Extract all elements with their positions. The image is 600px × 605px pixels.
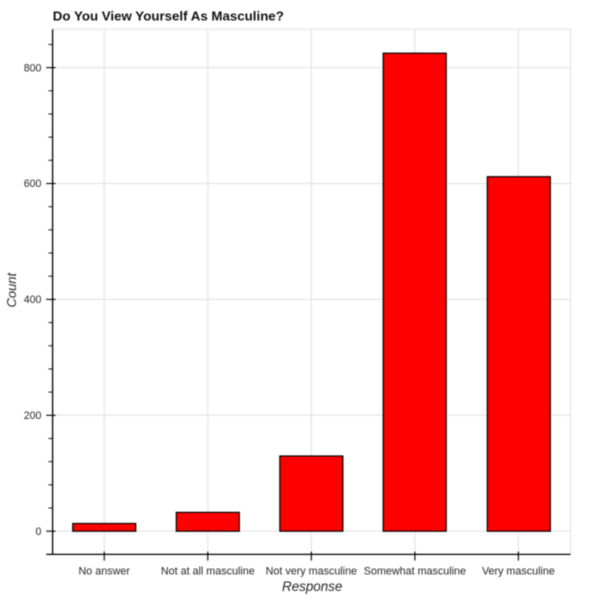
svg-text:Response: Response: [282, 579, 342, 594]
svg-text:200: 200: [24, 410, 42, 422]
svg-text:Not at all masculine: Not at all masculine: [161, 566, 255, 578]
svg-text:Do You View Yourself As Mascul: Do You View Yourself As Masculine?: [53, 9, 284, 24]
svg-text:No answer: No answer: [79, 566, 131, 578]
svg-text:Very masculine: Very masculine: [482, 566, 555, 578]
svg-text:600: 600: [24, 178, 42, 190]
svg-text:0: 0: [35, 526, 41, 538]
svg-text:400: 400: [24, 294, 42, 306]
svg-text:Not very masculine: Not very masculine: [266, 566, 357, 578]
svg-text:Somewhat masculine: Somewhat masculine: [364, 566, 466, 578]
svg-text:Count: Count: [4, 271, 19, 307]
svg-text:800: 800: [24, 62, 42, 74]
